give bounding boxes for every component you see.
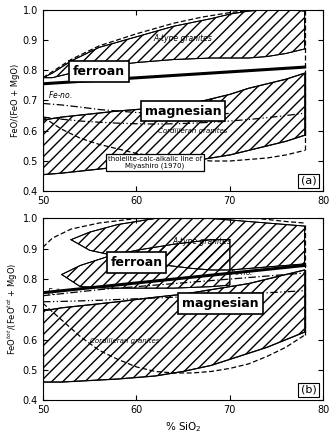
Text: $Fe$-no.: $Fe$-no. bbox=[230, 268, 253, 277]
Y-axis label: FeO/(FeO + MgO): FeO/(FeO + MgO) bbox=[11, 64, 20, 137]
Text: $Fe$-no.: $Fe$-no. bbox=[48, 89, 72, 100]
Text: Cordilleran granites: Cordilleran granites bbox=[90, 338, 159, 344]
Text: ferroan: ferroan bbox=[110, 256, 162, 269]
Text: ferroan: ferroan bbox=[73, 65, 125, 78]
Text: tholeiite-calc-alkalic line of
Miyashiro (1970): tholeiite-calc-alkalic line of Miyashiro… bbox=[108, 156, 202, 169]
Text: (b): (b) bbox=[300, 385, 316, 395]
Text: magnesian: magnesian bbox=[145, 105, 221, 117]
X-axis label: % SiO$_2$: % SiO$_2$ bbox=[165, 421, 202, 434]
Text: (a): (a) bbox=[301, 176, 316, 186]
Text: A-type granites: A-type granites bbox=[154, 34, 213, 43]
Text: Cordilleran granites: Cordilleran granites bbox=[158, 128, 227, 134]
Text: A-type granites: A-type granites bbox=[173, 237, 231, 246]
Text: magnesian: magnesian bbox=[182, 297, 259, 310]
Text: Fe*: Fe* bbox=[48, 288, 61, 297]
Y-axis label: FeO$^{tot}$/(FeO$^{tot}$ + MgO): FeO$^{tot}$/(FeO$^{tot}$ + MgO) bbox=[6, 263, 20, 356]
